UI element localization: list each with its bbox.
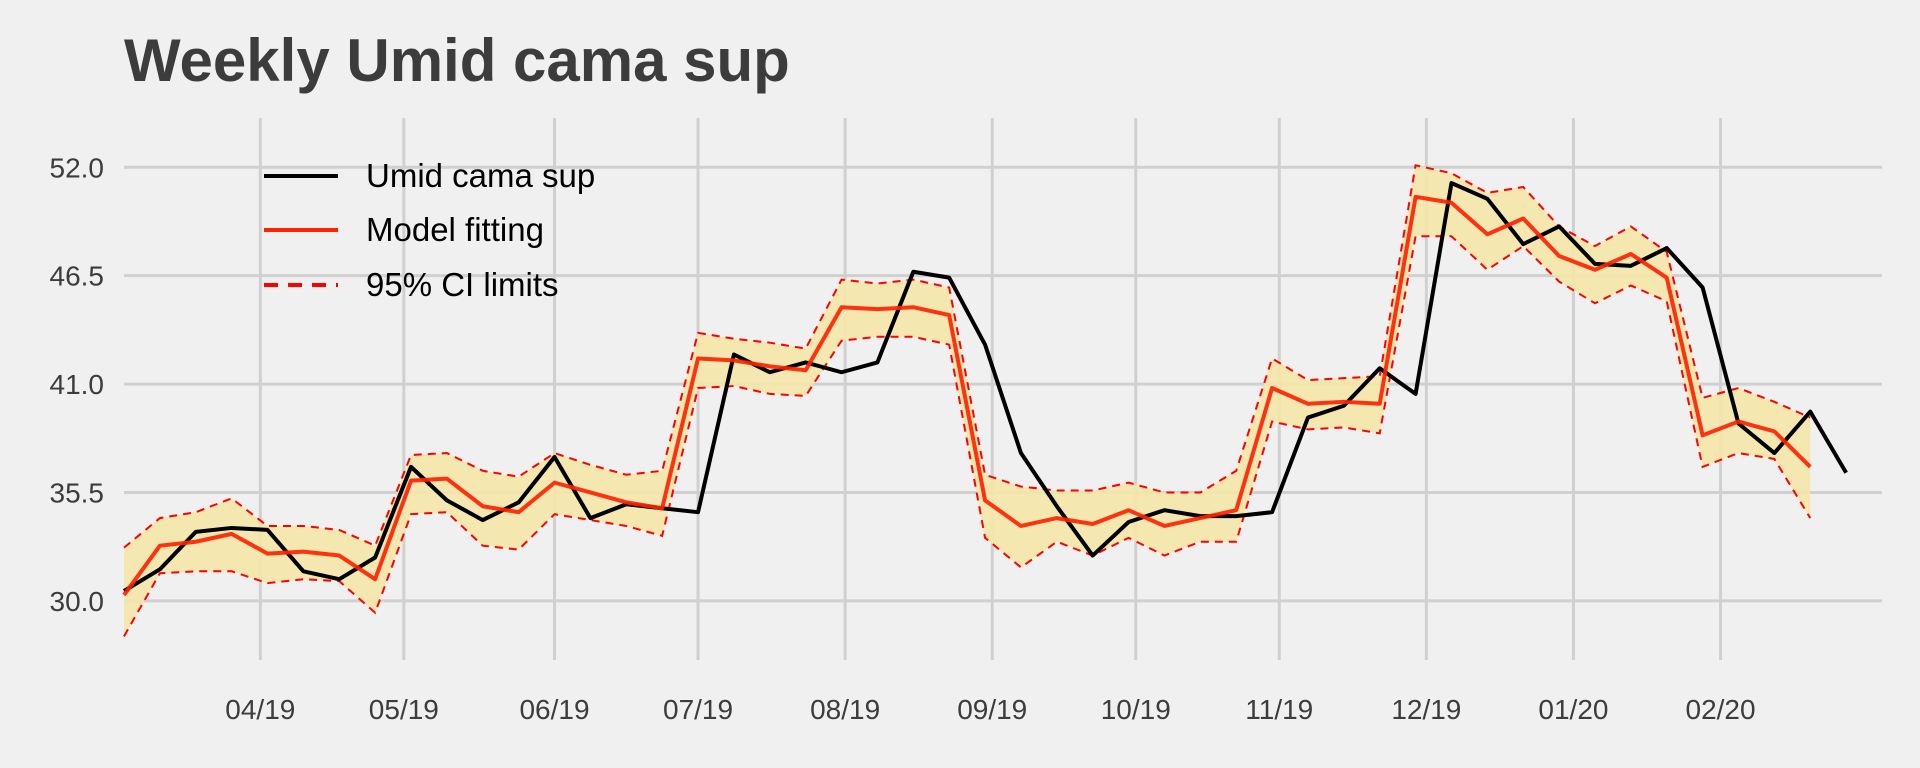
y-tick-label: 41.0 [50, 369, 105, 400]
y-tick-label: 30.0 [50, 586, 105, 617]
series-layer [122, 164, 1848, 637]
legend-label-observed: Umid cama sup [366, 157, 595, 194]
x-tick-label: 07/19 [663, 694, 733, 725]
x-tick-label: 06/19 [519, 694, 589, 725]
y-tick-label: 35.5 [50, 477, 105, 508]
x-tick-label: 05/19 [369, 694, 439, 725]
x-tick-label: 04/19 [225, 694, 295, 725]
y-tick-label: 52.0 [50, 152, 105, 183]
ci-lower-line [123, 235, 1812, 637]
axis-tick-layer: 30.0 35.5 41.0 46.5 52.0 04/19 05/19 06/19 07/19… [50, 152, 1756, 725]
legend-label-ci: 95% CI limits [366, 266, 559, 303]
legend-label-fit: Model fitting [366, 211, 544, 248]
chart-title: Weekly Umid cama sup [124, 27, 790, 94]
x-tick-label: 11/19 [1245, 694, 1313, 725]
x-tick-label: 08/19 [810, 694, 880, 725]
x-tick-label: 12/19 [1391, 694, 1461, 725]
y-tick-label: 46.5 [50, 261, 105, 292]
ci-upper-line [123, 164, 1811, 549]
x-tick-label: 01/20 [1538, 694, 1608, 725]
series-line-fit [122, 194, 1812, 597]
series-line-observed [122, 181, 1848, 593]
x-tick-label: 10/19 [1101, 694, 1171, 725]
x-tick-label: 02/20 [1686, 694, 1756, 725]
legend: Umid cama sup Model fitting 95% CI limit… [264, 157, 595, 303]
x-tick-label: 09/19 [957, 694, 1027, 725]
